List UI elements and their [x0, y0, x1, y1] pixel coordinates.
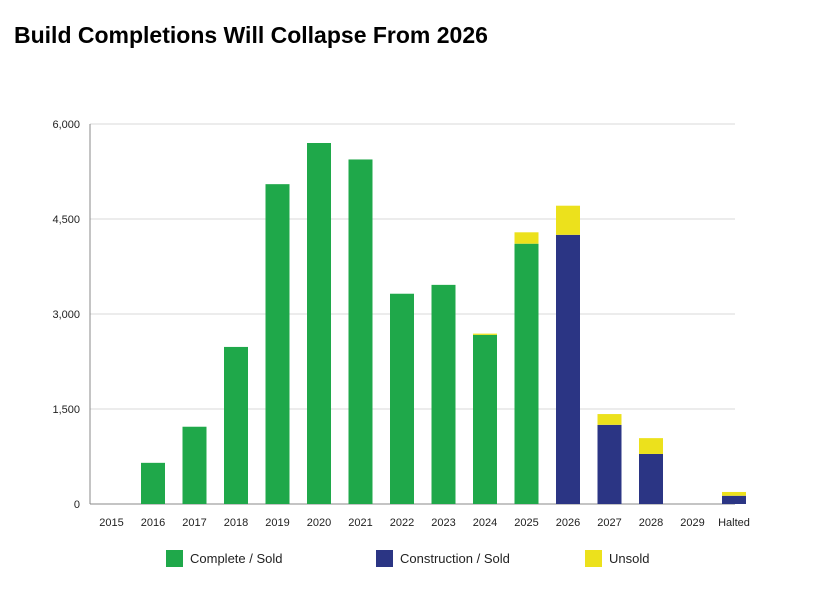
bar-unsold-2025	[514, 232, 539, 244]
y-tick-label: 0	[74, 499, 80, 511]
x-tick-label: 2025	[514, 517, 538, 529]
y-tick-label: 1,500	[52, 404, 80, 416]
x-tick-label: 2020	[307, 517, 331, 529]
x-tick-label: 2021	[348, 517, 372, 529]
x-tick-label: 2019	[265, 517, 289, 529]
legend-label-construction-sold: Construction / Sold	[400, 551, 510, 566]
bar-unsold-halted	[722, 491, 746, 496]
y-tick-label: 4,500	[52, 214, 80, 226]
y-tick-label: 3,000	[52, 309, 80, 321]
legend-label-complete-sold: Complete / Sold	[190, 551, 283, 566]
bar-complete-sold-2016	[141, 462, 165, 504]
bar-construction-sold-2028	[639, 453, 663, 504]
bar-complete-sold-2023	[431, 284, 456, 504]
bar-unsold-2028	[639, 438, 663, 454]
x-tick-label: Halted	[718, 517, 750, 529]
legend-swatch-unsold	[585, 550, 602, 567]
bar-complete-sold-2022	[390, 293, 414, 504]
x-tick-label: 2028	[639, 517, 663, 529]
bar-construction-sold-halted	[722, 495, 746, 504]
bar-complete-sold-2024	[473, 334, 497, 504]
x-tick-label: 2023	[431, 517, 455, 529]
bar-complete-sold-2021	[348, 159, 373, 504]
legend-swatch-complete-sold	[166, 550, 183, 567]
x-tick-label: 2018	[224, 517, 248, 529]
x-tick-label: 2016	[141, 517, 165, 529]
legend-label-unsold: Unsold	[609, 551, 650, 566]
x-tick-label: 2024	[473, 517, 497, 529]
bar-complete-sold-2018	[224, 346, 248, 504]
bar-complete-sold-2020	[307, 143, 331, 504]
legend-item-unsold: Unsold	[585, 550, 649, 567]
legend-swatch-construction-sold	[376, 550, 393, 567]
x-tick-label: 2027	[597, 517, 621, 529]
x-tick-label: 2029	[680, 517, 704, 529]
bar-construction-sold-2027	[597, 424, 622, 504]
y-tick-label: 6,000	[52, 119, 80, 131]
bar-unsold-2024	[473, 333, 497, 335]
legend-item-construction-sold: Construction / Sold	[376, 550, 510, 567]
x-tick-label: 2022	[390, 517, 414, 529]
x-tick-label: 2026	[556, 517, 580, 529]
bar-construction-sold-2026	[556, 234, 580, 505]
bar-complete-sold-2019	[265, 184, 290, 504]
bar-complete-sold-2017	[182, 426, 207, 504]
bar-unsold-2026	[556, 205, 580, 235]
x-tick-label: 2017	[182, 517, 206, 529]
chart-title: Build Completions Will Collapse From 202…	[14, 22, 488, 48]
bar-unsold-2027	[597, 414, 622, 425]
bar-complete-sold-2025	[514, 243, 539, 504]
legend-item-complete-sold: Complete / Sold	[166, 550, 283, 567]
x-tick-label: 2015	[99, 517, 123, 529]
